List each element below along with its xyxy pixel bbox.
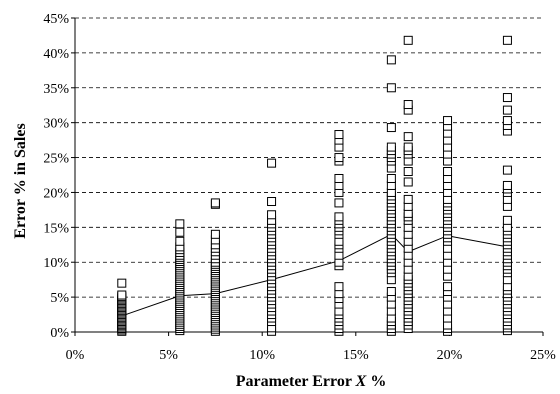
data-point — [403, 194, 413, 204]
x-tick-label: 0% — [66, 348, 85, 363]
data-point — [334, 282, 344, 292]
data-point — [334, 198, 344, 208]
y-axis-title: Error % in Sales — [12, 123, 29, 238]
y-tick-labels: 0% 5% 10% 15% 20% 25% 30% 35% 40% 45% — [43, 12, 69, 341]
y-tick-label: 20% — [43, 186, 69, 201]
y-tick-label: 0% — [50, 326, 69, 341]
data-point — [502, 116, 512, 126]
data-point — [502, 105, 512, 115]
data-point — [386, 123, 396, 133]
data-point — [267, 210, 277, 220]
y-tick-label: 10% — [43, 256, 69, 271]
x-tick-label: 25% — [530, 348, 556, 363]
x-tick-label: 20% — [437, 348, 463, 363]
y-tick-label: 25% — [43, 152, 69, 167]
x-tick-labels: 0% 5% 10% 15% 20% 25% — [66, 348, 557, 363]
data-point — [334, 130, 344, 140]
data-point — [386, 173, 396, 183]
data-point — [334, 153, 344, 163]
x-tick-label: 15% — [343, 348, 369, 363]
data-point — [443, 167, 453, 177]
data-point — [175, 227, 185, 237]
data-point — [443, 282, 453, 292]
data-point — [502, 93, 512, 103]
data-point — [502, 35, 512, 45]
y-tick-label: 45% — [43, 12, 69, 27]
y-tick-label: 35% — [43, 82, 69, 97]
data-point — [117, 290, 127, 300]
data-point — [175, 219, 185, 229]
data-point — [210, 229, 220, 239]
y-tick-label: 5% — [50, 291, 69, 306]
data-point — [403, 167, 413, 177]
data-point — [403, 35, 413, 45]
data-point — [334, 173, 344, 183]
y-grid-lines — [75, 17, 543, 298]
x-tick-label: 10% — [249, 348, 275, 363]
data-points — [117, 35, 512, 336]
data-point — [175, 236, 185, 246]
x-axis-title-prefix: Parameter Error — [236, 373, 356, 390]
data-point — [403, 142, 413, 152]
data-point — [403, 100, 413, 110]
data-point — [403, 132, 413, 142]
x-axis-title-variable: X — [355, 373, 367, 390]
y-tick-label: 15% — [43, 221, 69, 236]
data-point — [443, 116, 453, 126]
data-point — [502, 215, 512, 225]
data-point — [117, 278, 127, 288]
data-point — [502, 180, 512, 190]
data-point — [267, 158, 277, 168]
data-point — [386, 55, 396, 65]
x-axis-title: Parameter Error X % — [236, 373, 387, 390]
data-point — [386, 287, 396, 297]
data-point — [386, 142, 396, 152]
x-axis-title-suffix: % — [366, 373, 386, 390]
data-point — [386, 83, 396, 93]
data-point — [210, 198, 220, 208]
data-point — [334, 212, 344, 222]
data-point — [267, 197, 277, 207]
data-point — [403, 177, 413, 187]
y-tick-label: 40% — [43, 47, 69, 62]
data-point — [502, 165, 512, 175]
y-tick-label: 30% — [43, 117, 69, 132]
x-tick-label: 5% — [159, 348, 178, 363]
